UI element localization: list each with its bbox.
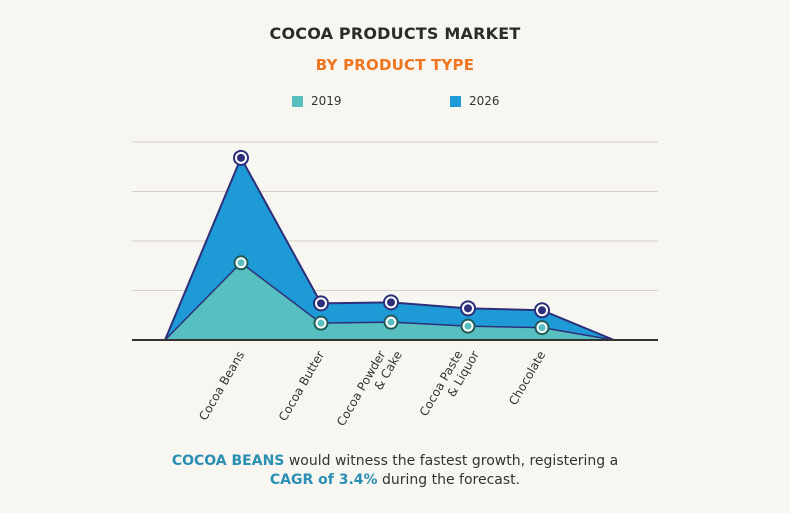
area-chart: Cocoa Beans Cocoa Butter Cocoa Powder& Cak… (132, 141, 658, 436)
footer-line-2: CAGR of 3.4% during the forecast. (0, 471, 790, 490)
x-tick-label: Cocoa Butter (276, 349, 327, 424)
series-2019-point (538, 324, 546, 332)
legend-swatch-2026 (450, 95, 461, 107)
series-2019-area (164, 262, 615, 341)
footer-highlight-cocoa-beans: COCOA BEANS (171, 453, 285, 469)
chart-subtitle: BY PRODUCT TYPE (315, 56, 475, 74)
footer-text-1: would witness the fastest growth, regist… (284, 453, 619, 469)
series-2019-point (387, 318, 395, 326)
x-tick-label: Cocoa Paste& Liquor (417, 341, 482, 426)
legend-label-2019: 2019 (311, 94, 342, 108)
x-tick-label: Cocoa Beans (196, 349, 247, 423)
x-tick-label: Cocoa Powder& Cake (334, 341, 405, 436)
legend-swatch-2019 (292, 95, 303, 107)
legend-item-2026: 2026 (450, 94, 500, 108)
x-tick-label: Chocolate (506, 349, 548, 408)
footer-caption: COCOA BEANS would witness the fastest gr… (0, 452, 790, 490)
footer-highlight-cagr: CAGR of 3.4% (269, 472, 378, 488)
legend-label-2026: 2026 (469, 94, 500, 108)
footer-line-1: COCOA BEANS would witness the fastest gr… (0, 452, 790, 471)
series-2026-point (387, 298, 395, 307)
series-2026-point (538, 306, 546, 315)
chart-title: COCOA PRODUCTS MARKET (269, 24, 521, 43)
series-2019-point (464, 322, 472, 330)
series-2026-point (317, 299, 325, 308)
legend-item-2019: 2019 (292, 94, 342, 108)
series-2026-point (237, 153, 245, 162)
series-2019-point (317, 319, 325, 327)
series-2026-point (464, 304, 472, 313)
series-2019-point (237, 259, 245, 267)
footer-text-2: during the forecast. (377, 472, 521, 488)
